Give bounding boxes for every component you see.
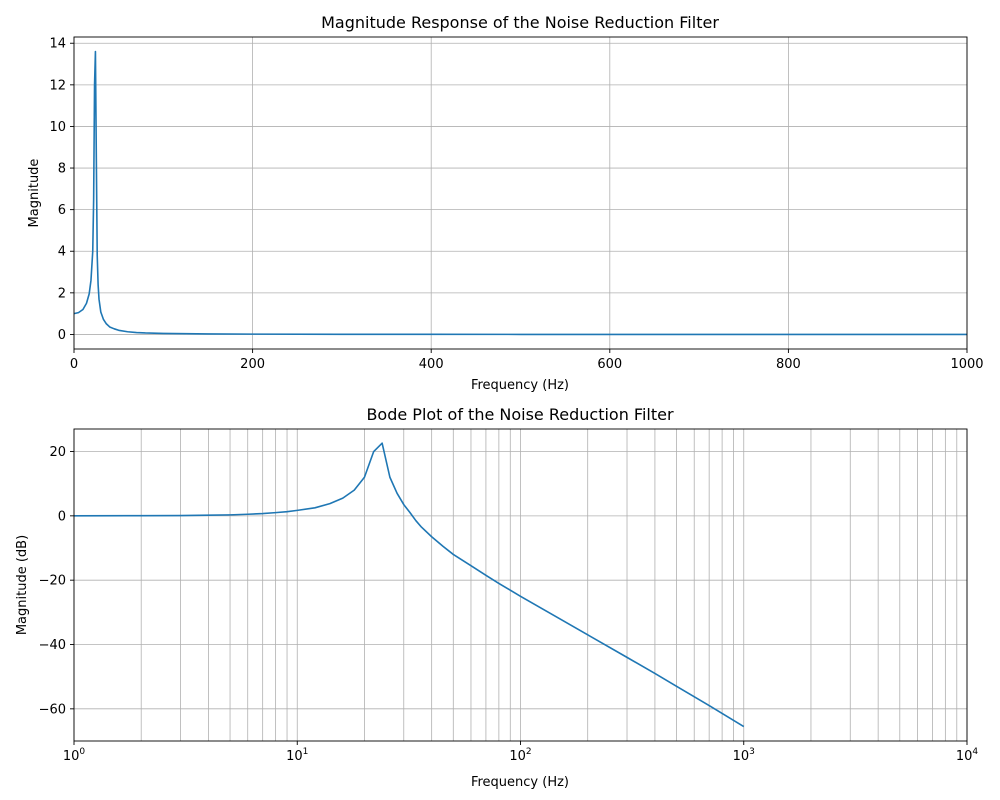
x-axis-label: Frequency (Hz) [471, 378, 569, 393]
y-tick-label: 0 [58, 509, 66, 524]
y-axis-label: Magnitude [27, 159, 42, 228]
y-tick-label: 12 [49, 78, 66, 93]
y-tick-label: −20 [39, 574, 66, 589]
y-tick-label: 0 [58, 328, 66, 343]
x-tick-label: 104 [956, 747, 979, 764]
x-tick-label: 400 [419, 357, 444, 372]
y-tick-label: 14 [49, 37, 66, 52]
y-tick-label: 6 [58, 203, 66, 218]
grid [73, 429, 968, 741]
y-tick-label: −40 [39, 638, 66, 653]
x-tick-label: 0 [70, 357, 78, 372]
y-tick-label: 10 [49, 120, 66, 135]
x-tick-label: 103 [733, 747, 755, 764]
x-tick-label: 1000 [950, 357, 983, 372]
bode-series-line [73, 442, 745, 728]
chart-title: Bode Plot of the Noise Reduction Filter [366, 405, 674, 424]
y-tick-label: −60 [39, 702, 66, 717]
x-axis-label: Frequency (Hz) [471, 775, 569, 790]
chart-title: Magnitude Response of the Noise Reductio… [321, 13, 719, 32]
axes-frame [73, 428, 968, 742]
grid [73, 37, 968, 349]
y-axis-ticks: 0 2 4 6 8 10 12 14 [49, 37, 74, 343]
y-axis-label: Magnitude (dB) [15, 535, 30, 635]
x-tick-label: 200 [240, 357, 265, 372]
x-tick-label: 102 [509, 747, 531, 764]
x-tick-label: 600 [597, 357, 622, 372]
x-tick-label: 800 [776, 357, 801, 372]
x-tick-label: 101 [286, 747, 308, 764]
y-tick-label: 20 [49, 445, 66, 460]
x-axis-ticks: 100 101 102 103 104 [63, 741, 979, 764]
bode-plot-chart: Bode Plot of the Noise Reduction Filter … [15, 405, 978, 790]
y-axis-ticks: −60 −40 −20 0 20 [39, 445, 74, 717]
x-tick-label: 100 [63, 747, 86, 764]
y-tick-label: 8 [58, 162, 66, 177]
magnitude-series-line [73, 50, 968, 336]
axes-frame [73, 36, 968, 350]
y-tick-label: 2 [58, 286, 66, 301]
x-axis-ticks: 0 200 400 600 800 1000 [70, 349, 984, 372]
y-tick-label: 4 [58, 245, 66, 260]
magnitude-response-chart: Magnitude Response of the Noise Reductio… [27, 13, 984, 393]
